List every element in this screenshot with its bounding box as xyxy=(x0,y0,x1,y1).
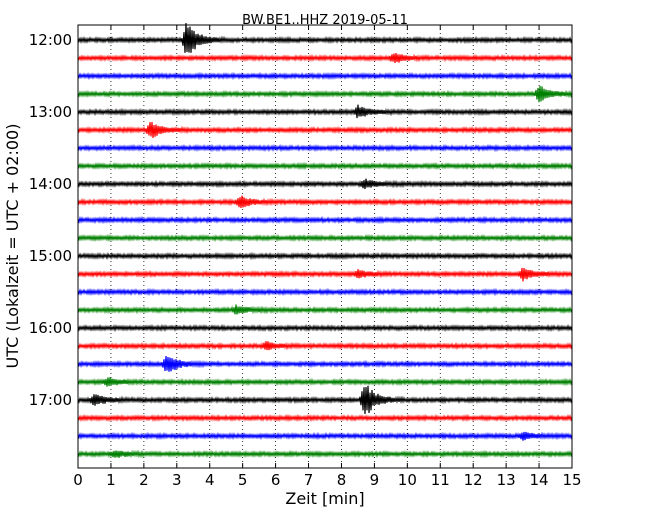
chart-title: BW.BE1..HHZ 2019-05-11 xyxy=(242,13,408,28)
trace-line xyxy=(77,53,573,63)
trace-group xyxy=(77,22,573,459)
trace-line xyxy=(77,178,573,190)
trace-line xyxy=(77,22,573,53)
trace-line xyxy=(77,431,573,441)
trace-line xyxy=(77,449,573,459)
x-tick-label: 13 xyxy=(497,471,516,489)
x-tick-label: 12 xyxy=(464,471,483,489)
x-tick-label: 14 xyxy=(530,471,549,489)
plot-frame xyxy=(77,24,573,469)
trace-line xyxy=(77,143,573,153)
trace-line xyxy=(77,104,573,119)
y-axis-label: UTC (Lokalzeit = UTC + 02:00) xyxy=(3,124,22,369)
x-tick-label: 1 xyxy=(106,471,116,489)
y-tick-label: 14:00 xyxy=(29,175,72,193)
trace-line xyxy=(77,341,573,351)
y-tick-label: 13:00 xyxy=(29,103,72,121)
x-tick-label: 2 xyxy=(139,471,149,489)
x-tick-label: 15 xyxy=(562,471,581,489)
y-tick-label: 16:00 xyxy=(29,319,72,337)
trace-line xyxy=(77,304,573,315)
x-tick-label: 5 xyxy=(238,471,248,489)
trace-line xyxy=(77,251,573,261)
x-tick-label: 6 xyxy=(271,471,281,489)
y-tick-label: 15:00 xyxy=(29,247,72,265)
trace-line xyxy=(77,377,573,387)
trace-line xyxy=(77,385,573,415)
trace-line xyxy=(77,85,573,103)
trace-line xyxy=(77,267,573,282)
trace-line xyxy=(77,287,573,297)
trace-line xyxy=(77,233,573,243)
y-axis-ticks: 12:00 13:00 14:00 15:00 16:00 17:00 xyxy=(29,31,572,409)
x-axis-ticks: 0 1 2 3 4 5 6 7 8 9 10 11 12 13 14 15 xyxy=(73,25,582,489)
x-axis-label: Zeit [min] xyxy=(285,489,364,508)
trace-line xyxy=(77,121,573,139)
x-tick-label: 0 xyxy=(73,471,83,489)
trace-line xyxy=(77,195,573,209)
y-tick-label: 12:00 xyxy=(29,31,72,49)
trace-line xyxy=(77,413,573,423)
x-tick-label: 9 xyxy=(370,471,380,489)
x-tick-label: 3 xyxy=(172,471,182,489)
x-tick-label: 11 xyxy=(431,471,450,489)
x-tick-label: 8 xyxy=(337,471,347,489)
trace-line xyxy=(77,215,573,225)
y-tick-label: 17:00 xyxy=(29,391,72,409)
trace-line xyxy=(77,71,573,81)
trace-line xyxy=(77,355,573,372)
x-tick-label: 10 xyxy=(398,471,417,489)
x-tick-label: 4 xyxy=(205,471,215,489)
x-tick-label: 7 xyxy=(304,471,314,489)
trace-line xyxy=(77,161,573,171)
trace-line xyxy=(77,323,573,333)
